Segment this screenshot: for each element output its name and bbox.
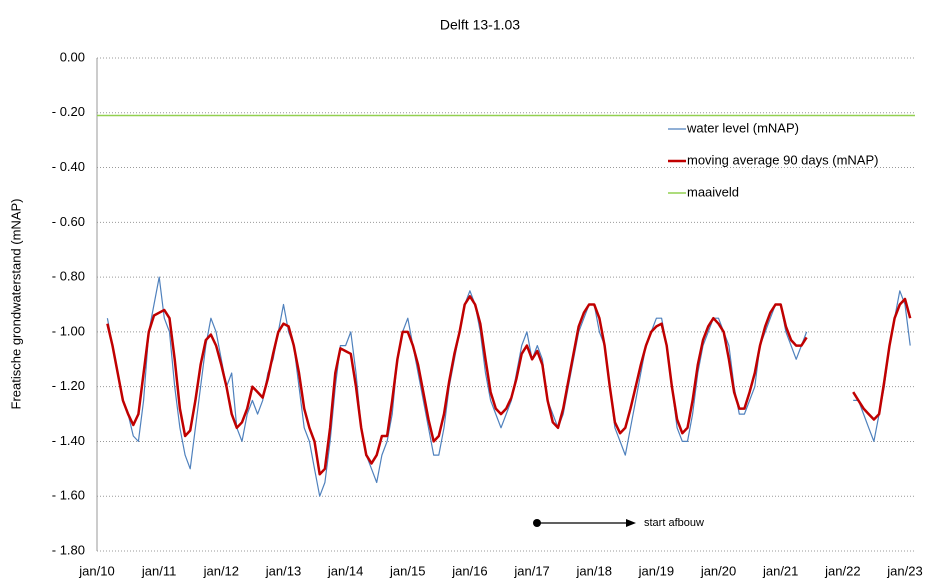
annotation-text: start afbouw	[644, 517, 704, 529]
y-tick-label: - 0.40	[52, 159, 85, 174]
legend-label: moving average 90 days (mNAP)	[687, 152, 878, 167]
x-tick-label: jan/15	[389, 563, 425, 578]
x-tick-label: jan/20	[700, 563, 736, 578]
y-tick-label: - 1.60	[52, 488, 85, 503]
x-tick-label: jan/10	[78, 563, 114, 578]
series-line	[106, 276, 808, 497]
y-tick-label: - 1.00	[52, 323, 85, 338]
x-tick-label: jan/22	[824, 563, 860, 578]
y-tick-label: - 0.80	[52, 269, 85, 284]
y-tick-label: - 0.60	[52, 214, 85, 229]
y-axis-title: Freatische grondwaterstand (mNAP)	[8, 199, 23, 410]
series-line	[853, 290, 911, 442]
x-tick-label: jan/11	[141, 563, 176, 578]
x-tick-label: jan/14	[327, 563, 363, 578]
annotation-arrowhead	[626, 519, 636, 527]
chart-title: Delft 13-1.03	[440, 17, 520, 33]
x-tick-label: jan/23	[886, 563, 922, 578]
x-tick-label: jan/12	[203, 563, 239, 578]
y-tick-label: - 1.40	[52, 433, 85, 448]
x-tick-label: jan/21	[762, 563, 798, 578]
y-tick-label: 0.00	[60, 49, 85, 64]
y-tick-label: - 0.20	[52, 104, 85, 119]
y-tick-label: - 1.20	[52, 378, 85, 393]
x-tick-label: jan/17	[513, 563, 549, 578]
series-line	[852, 297, 912, 421]
x-tick-label: jan/19	[638, 563, 674, 578]
x-tick-label: jan/16	[451, 563, 487, 578]
y-tick-label: - 1.80	[52, 542, 85, 557]
legend-label: water level (mNAP)	[686, 120, 799, 135]
series-line	[106, 295, 808, 476]
x-tick-label: jan/13	[265, 563, 301, 578]
x-tick-label: jan/18	[576, 563, 612, 578]
legend-label: maaiveld	[687, 184, 739, 199]
